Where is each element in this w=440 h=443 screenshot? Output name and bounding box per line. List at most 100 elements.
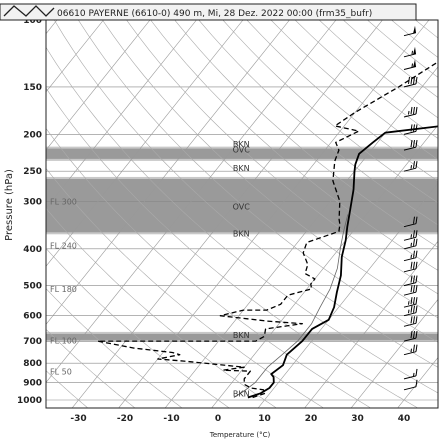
dry-adiabat [46, 87, 419, 408]
barb-staff [403, 268, 417, 273]
dry-adiabat [102, 20, 438, 319]
wind-barb [403, 368, 418, 380]
barb-flag [410, 285, 413, 293]
barb-flag [413, 297, 415, 305]
cloud-label: BKN [233, 140, 250, 149]
x-tick-label: 30 [351, 414, 364, 424]
barb-staff [403, 146, 417, 151]
barb-flag [413, 316, 415, 324]
barb-flag [410, 106, 413, 115]
barb-flag [415, 161, 418, 169]
barb-flag [415, 305, 418, 313]
wind-barb [403, 140, 418, 151]
barb-half-flag [413, 372, 415, 377]
barb-flag [415, 230, 418, 238]
y-tick-label: 250 [23, 167, 42, 177]
barb-flag [410, 76, 413, 84]
barb-flag [413, 305, 415, 313]
barb-flag [413, 216, 415, 224]
barb-flag [408, 76, 410, 84]
barb-flag [410, 331, 413, 339]
barb-flag [415, 368, 418, 376]
x-tick-label: 10 [258, 414, 271, 424]
x-tick-label: -30 [70, 414, 86, 424]
wind-barb [403, 216, 418, 228]
dry-adiabat [174, 20, 438, 248]
barb-flag [413, 261, 415, 269]
barb-flag [413, 344, 415, 352]
y-axis-label: Pressure (hPa) [4, 169, 15, 241]
dry-adiabat [46, 167, 324, 408]
isotherm [118, 20, 430, 408]
dry-adiabat [46, 127, 371, 408]
dry-adiabat [126, 20, 438, 295]
barb-flag [415, 261, 418, 269]
wind-barb [403, 305, 418, 317]
barb-half-flag [410, 348, 412, 353]
dry-adiabat [46, 328, 136, 408]
y-tick-label: 1000 [17, 396, 42, 406]
y-tick-label: 150 [23, 83, 42, 93]
barb-flag [415, 344, 418, 352]
isotherm [304, 240, 438, 408]
barb-staff [403, 322, 417, 327]
isotherm [46, 20, 290, 325]
barb-flag [415, 238, 418, 246]
wind-barb [403, 124, 418, 135]
dry-adiabat [246, 20, 438, 182]
flight-level-label: FL 300 [50, 197, 77, 206]
isotherm [350, 298, 438, 408]
barb-flag [415, 297, 418, 305]
barb-staff [403, 245, 417, 250]
y-tick-label: 800 [23, 359, 42, 369]
y-tick-label: 700 [23, 337, 42, 347]
barb-staff [403, 386, 417, 391]
flight-level-label: FL 180 [50, 285, 77, 294]
x-tick-label: -10 [163, 414, 179, 424]
barb-half-flag [410, 234, 412, 238]
wind-barb [403, 297, 418, 308]
barb-staff [403, 167, 417, 172]
barb-flag [415, 216, 418, 224]
wind-barb [403, 106, 418, 118]
barb-half-flag [410, 254, 412, 259]
dry-adiabat [46, 288, 183, 408]
barb-staff [403, 312, 417, 317]
barb-staff [403, 291, 417, 296]
x-axis-label: Temperature (°C) [209, 431, 271, 439]
wind-barb [403, 76, 418, 88]
wind-barb [403, 344, 418, 356]
wind-barb [403, 250, 418, 262]
x-tick-label: 40 [398, 414, 411, 424]
barb-staff [403, 83, 417, 88]
dry-adiabat [222, 20, 438, 204]
cloud-label: BKN [233, 230, 250, 239]
dry-adiabat [198, 20, 438, 226]
barb-staff [403, 337, 417, 342]
barb-staff [403, 113, 417, 118]
cloud-label: OVC [233, 145, 251, 154]
barb-flag [415, 275, 418, 283]
cloud-band [46, 178, 438, 233]
cloud-label: BKN [233, 331, 250, 340]
temperature-line [247, 125, 438, 399]
y-tick-label: 300 [23, 197, 42, 207]
barb-flag [415, 124, 418, 132]
barb-staff [403, 257, 417, 262]
wind-barb [403, 261, 418, 273]
wind-barb [403, 161, 418, 172]
y-tick-label: 400 [23, 245, 42, 255]
barb-flag [410, 297, 413, 305]
x-tick-label: -20 [117, 414, 133, 424]
barb-half-flag [411, 63, 413, 68]
cloud-label: BKN [233, 389, 250, 398]
barb-flag [410, 124, 413, 132]
flight-level-label: FL 50 [50, 368, 72, 377]
barb-staff [403, 223, 417, 228]
y-tick-label: 100 [23, 16, 42, 26]
barb-staff [403, 375, 417, 380]
y-tick-label: 900 [23, 379, 42, 389]
wind-barb [403, 275, 418, 287]
barb-flag [413, 285, 415, 293]
isotherm [257, 182, 438, 408]
